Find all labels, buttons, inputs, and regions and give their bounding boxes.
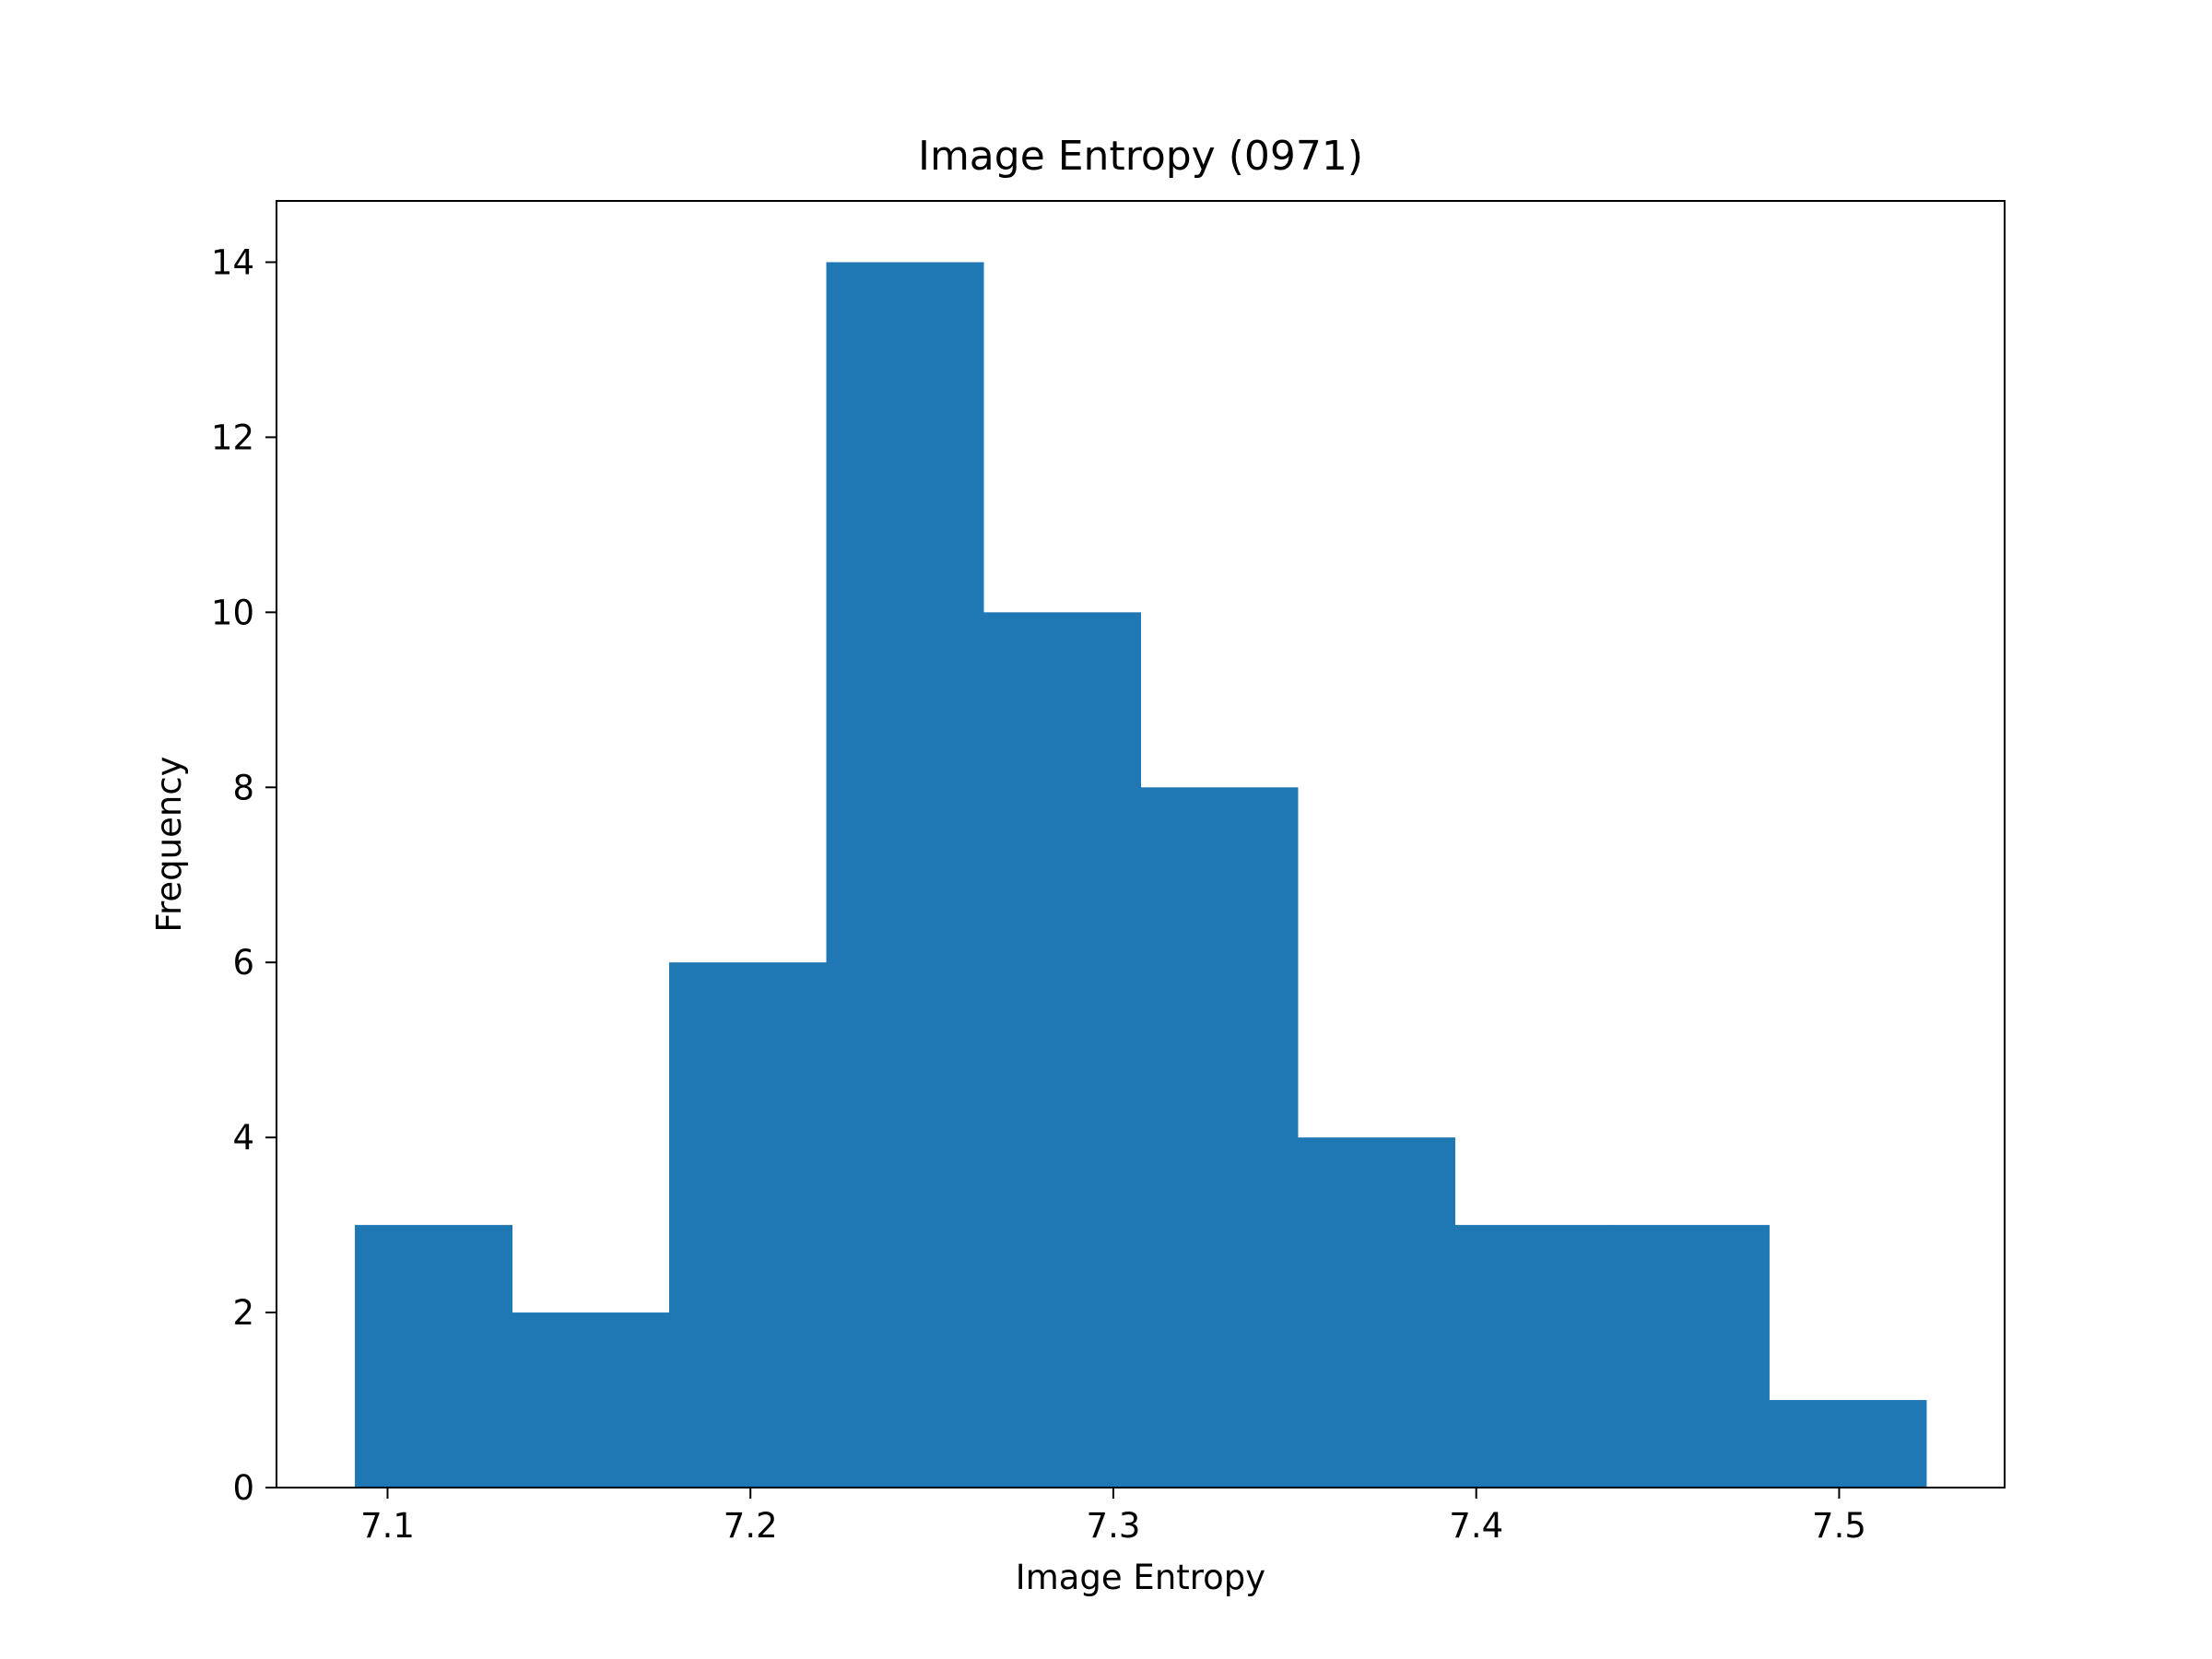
x-tick-label: 7.2 bbox=[724, 1506, 778, 1546]
histogram-bar bbox=[1297, 1137, 1455, 1488]
histogram-bar bbox=[1140, 787, 1299, 1488]
y-tick-label: 10 bbox=[211, 593, 254, 632]
histogram-bar bbox=[1769, 1400, 1927, 1488]
y-tick-label: 8 bbox=[232, 768, 254, 807]
y-tick-label: 0 bbox=[232, 1468, 254, 1508]
y-tick-label: 12 bbox=[211, 418, 254, 457]
histogram-bar bbox=[355, 1225, 513, 1488]
y-axis-ticks: 0 2 4 6 8 10 12 14 bbox=[211, 242, 276, 1508]
y-axis-label: Frequency bbox=[149, 756, 189, 932]
y-tick-label: 4 bbox=[232, 1118, 254, 1158]
histogram-bar bbox=[826, 262, 984, 1488]
histogram-bar bbox=[512, 1312, 670, 1488]
histogram-bar bbox=[1611, 1225, 1770, 1488]
y-tick-label: 14 bbox=[211, 242, 254, 282]
x-tick-label: 7.5 bbox=[1812, 1506, 1866, 1546]
x-axis-ticks: 7.1 7.2 7.3 7.4 7.5 bbox=[360, 1488, 1866, 1546]
y-tick-label: 2 bbox=[232, 1293, 254, 1333]
histogram-bar bbox=[1454, 1225, 1613, 1488]
y-tick-label: 6 bbox=[232, 943, 254, 982]
x-tick-label: 7.3 bbox=[1087, 1506, 1141, 1546]
histogram-bar bbox=[669, 962, 828, 1488]
x-axis-label: Image Entropy bbox=[1016, 1558, 1265, 1597]
plot-frame bbox=[276, 200, 2006, 1488]
x-tick-label: 7.4 bbox=[1449, 1506, 1503, 1546]
bars-layer bbox=[355, 262, 1927, 1488]
chart-title: Image Entropy (0971) bbox=[918, 133, 1363, 180]
x-tick-label: 7.1 bbox=[360, 1506, 415, 1546]
histogram-bar bbox=[983, 612, 1141, 1488]
